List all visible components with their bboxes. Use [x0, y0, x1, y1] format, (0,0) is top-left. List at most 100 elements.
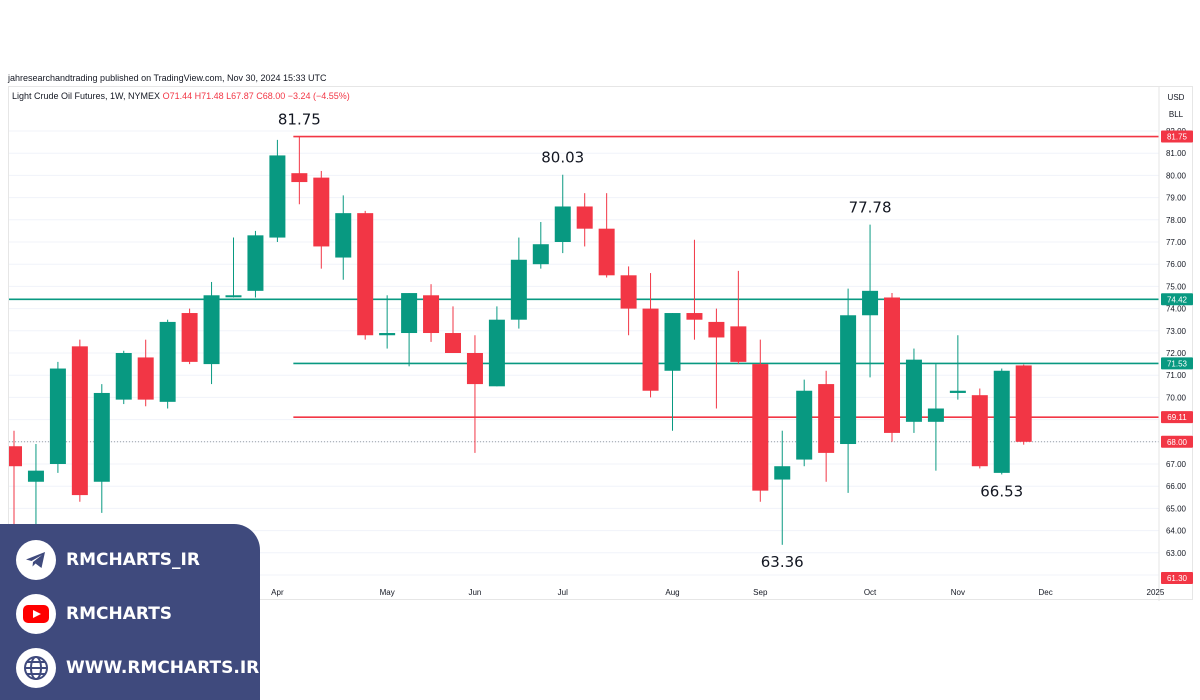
level-badge [1161, 293, 1193, 306]
candle-body [9, 446, 22, 467]
time-tick: Aug [665, 588, 679, 597]
candle-body [291, 173, 308, 183]
level-badge-text: 81.75 [1167, 133, 1188, 142]
candle-body [620, 275, 637, 309]
time-tick: May [380, 588, 395, 597]
annotations: 81.75 80.03 77.78 63.36 66.53 [278, 111, 1023, 571]
candle-body [840, 315, 857, 445]
level-badge-text: 74.42 [1167, 295, 1188, 304]
candle-body [488, 319, 505, 387]
globe-icon [16, 648, 56, 688]
candle-body [510, 259, 527, 320]
horizontal-levels [9, 135, 1159, 443]
candle-body [71, 346, 88, 496]
time-tick: Nov [951, 588, 965, 597]
candle-body [159, 321, 176, 402]
candle-body [532, 244, 549, 265]
price-tick: 79.00 [1166, 194, 1187, 203]
time-tick: Sep [753, 588, 768, 597]
price-annotation: 66.53 [980, 482, 1023, 500]
candle-body [927, 408, 944, 422]
time-tick: Dec [1039, 588, 1053, 597]
candle-body [313, 177, 330, 247]
candle-body [247, 235, 264, 291]
candle-body [862, 290, 879, 316]
candle-body [225, 295, 242, 298]
price-tick: 66.00 [1166, 482, 1187, 491]
candle-body [423, 295, 440, 334]
unit-label: BLL [1169, 110, 1184, 119]
time-tick: Jul [558, 588, 568, 597]
price-tick: 74.00 [1166, 305, 1187, 314]
time-tick: Oct [864, 588, 877, 597]
candle-body [774, 466, 791, 480]
price-axis[interactable]: USD BLL 82.0081.0080.0079.0078.0077.0076… [1158, 87, 1193, 601]
candle-body [269, 155, 286, 238]
currency-label: USD [1168, 93, 1185, 102]
symbol-name: Light Crude Oil Futures, 1W, NYMEX [12, 91, 161, 101]
price-tick: 71.00 [1166, 371, 1187, 380]
price-tick: 76.00 [1166, 260, 1187, 269]
candle-body [576, 206, 593, 229]
promo-panel: RMCHARTS_IR RMCHARTS WWW.RMCHARTS.IR [0, 524, 260, 700]
price-tick: 81.00 [1166, 149, 1187, 158]
candle-body [357, 213, 374, 336]
candles [9, 136, 1032, 562]
youtube-row[interactable]: RMCHARTS [16, 594, 172, 634]
low-value: L67.87 [226, 91, 254, 101]
candle-body [818, 384, 835, 453]
price-annotation: 63.36 [761, 553, 804, 571]
price-tick: 67.00 [1166, 460, 1187, 469]
time-tick: Apr [271, 588, 284, 597]
price-annotation: 77.78 [849, 199, 892, 217]
level-badge [1161, 411, 1193, 424]
candle-body [554, 206, 571, 242]
time-tick: 2025 [1147, 588, 1165, 597]
candle-body [203, 295, 220, 365]
change-value: −3.24 (−4.55%) [287, 91, 350, 101]
candle-body [27, 470, 44, 482]
low-badge-text: 61.30 [1167, 574, 1188, 583]
telegram-handle: RMCHARTS_IR [66, 550, 200, 570]
last-price-text: 68.00 [1167, 438, 1188, 447]
candle-body [466, 353, 483, 385]
website-row[interactable]: WWW.RMCHARTS.IR [16, 648, 259, 688]
candle-body [642, 308, 659, 391]
candle-body [598, 228, 615, 276]
level-badge [1161, 357, 1193, 370]
candle-body [379, 333, 396, 336]
price-annotation: 80.03 [541, 149, 584, 167]
candle-body [181, 313, 198, 362]
candle-body [905, 359, 922, 422]
price-tick: 70.00 [1166, 393, 1187, 402]
price-tick: 80.00 [1166, 171, 1187, 180]
candle-body [993, 370, 1010, 473]
price-tick: 78.00 [1166, 216, 1187, 225]
price-tick: 63.00 [1166, 549, 1187, 558]
candle-body [686, 313, 703, 320]
level-badge [1161, 130, 1193, 143]
level-badge-text: 71.53 [1167, 359, 1188, 368]
low-badge [1161, 572, 1193, 584]
youtube-handle: RMCHARTS [66, 604, 173, 624]
candle-body [335, 213, 352, 258]
candle-body [445, 333, 461, 353]
level-badge-text: 69.11 [1167, 413, 1187, 422]
close-value: C68.00 [256, 91, 286, 101]
candle-body [971, 395, 988, 467]
website-url: WWW.RMCHARTS.IR [66, 658, 260, 678]
candle-body [1015, 365, 1032, 442]
youtube-icon [16, 594, 56, 634]
candle-body [884, 297, 900, 433]
telegram-row[interactable]: RMCHARTS_IR [16, 540, 200, 580]
symbol-legend: Light Crude Oil Futures, 1W, NYMEX O71.4… [12, 91, 350, 101]
price-tick: 65.00 [1166, 504, 1187, 513]
candle-body [115, 353, 132, 400]
open-value: O71.44 [162, 91, 193, 101]
price-tick: 64.00 [1166, 527, 1187, 536]
candle-body [730, 326, 747, 362]
last-price-badge [1161, 435, 1193, 448]
candle-body [708, 321, 725, 338]
